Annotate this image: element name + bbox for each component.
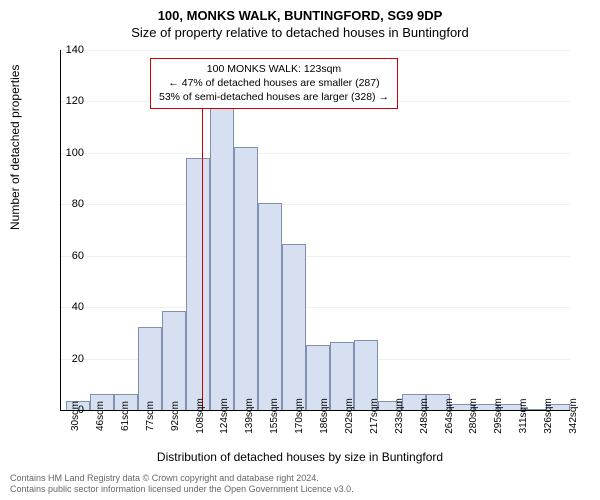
x-tick-label: 124sqm — [219, 398, 230, 434]
x-tick-label: 92sqm — [170, 401, 181, 431]
x-tick-label: 30sqm — [70, 401, 81, 431]
y-axis-line — [60, 50, 61, 410]
x-tick-label: 170sqm — [294, 398, 305, 434]
y-tick-label: 20 — [72, 353, 84, 365]
y-tick-label: 120 — [66, 95, 84, 107]
annotation-line: 100 MONKS WALK: 123sqm — [159, 62, 389, 76]
footer-line-2: Contains public sector information licen… — [10, 484, 354, 496]
y-tick-label: 80 — [72, 198, 84, 210]
x-tick-label: 295sqm — [493, 398, 504, 434]
histogram-bar — [258, 203, 282, 410]
y-tick-label: 100 — [66, 147, 84, 159]
y-axis-label: Number of detached properties — [8, 65, 22, 230]
footer-attribution: Contains HM Land Registry data © Crown c… — [10, 473, 354, 496]
chart-container: 100, MONKS WALK, BUNTINGFORD, SG9 9DP Si… — [0, 0, 600, 500]
y-tick-label: 140 — [66, 44, 84, 56]
x-tick-label: 264sqm — [444, 398, 455, 434]
gridline — [60, 204, 570, 205]
footer-line-1: Contains HM Land Registry data © Crown c… — [10, 473, 354, 485]
annotation-line: ← 47% of detached houses are smaller (28… — [159, 76, 389, 90]
gridline — [60, 307, 570, 308]
x-tick-label: 46sqm — [95, 401, 106, 431]
gridline — [60, 50, 570, 51]
x-tick-label: 311sqm — [518, 399, 529, 434]
chart-title-sub: Size of property relative to detached ho… — [0, 23, 600, 40]
chart-title-main: 100, MONKS WALK, BUNTINGFORD, SG9 9DP — [0, 0, 600, 23]
annotation-line: 53% of semi-detached houses are larger (… — [159, 90, 389, 104]
x-tick-label: 155sqm — [269, 398, 280, 434]
x-tick-label: 217sqm — [369, 398, 380, 434]
x-tick-label: 233sqm — [394, 398, 405, 434]
x-axis-label: Distribution of detached houses by size … — [0, 450, 600, 464]
x-tick-label: 61sqm — [120, 401, 131, 431]
property-marker-line — [202, 90, 203, 410]
y-tick-label: 60 — [72, 250, 84, 262]
histogram-bar — [234, 147, 258, 410]
x-tick-label: 280sqm — [468, 398, 479, 434]
gridline — [60, 256, 570, 257]
histogram-bar — [186, 158, 210, 410]
x-tick-label: 248sqm — [419, 398, 430, 434]
x-tick-label: 186sqm — [319, 398, 330, 434]
plot-area: 100 MONKS WALK: 123sqm← 47% of detached … — [60, 50, 570, 410]
y-tick-label: 40 — [72, 301, 84, 313]
gridline — [60, 153, 570, 154]
histogram-bar — [162, 311, 186, 410]
x-tick-label: 108sqm — [195, 398, 206, 434]
x-tick-label: 342sqm — [568, 398, 579, 434]
x-tick-label: 77sqm — [145, 401, 156, 431]
histogram-bar — [210, 90, 234, 410]
annotation-box: 100 MONKS WALK: 123sqm← 47% of detached … — [150, 58, 398, 109]
histogram-bar — [282, 244, 306, 410]
x-tick-label: 139sqm — [244, 398, 255, 434]
x-tick-label: 326sqm — [543, 398, 554, 434]
x-tick-label: 202sqm — [344, 398, 355, 434]
histogram-bar — [138, 327, 162, 410]
